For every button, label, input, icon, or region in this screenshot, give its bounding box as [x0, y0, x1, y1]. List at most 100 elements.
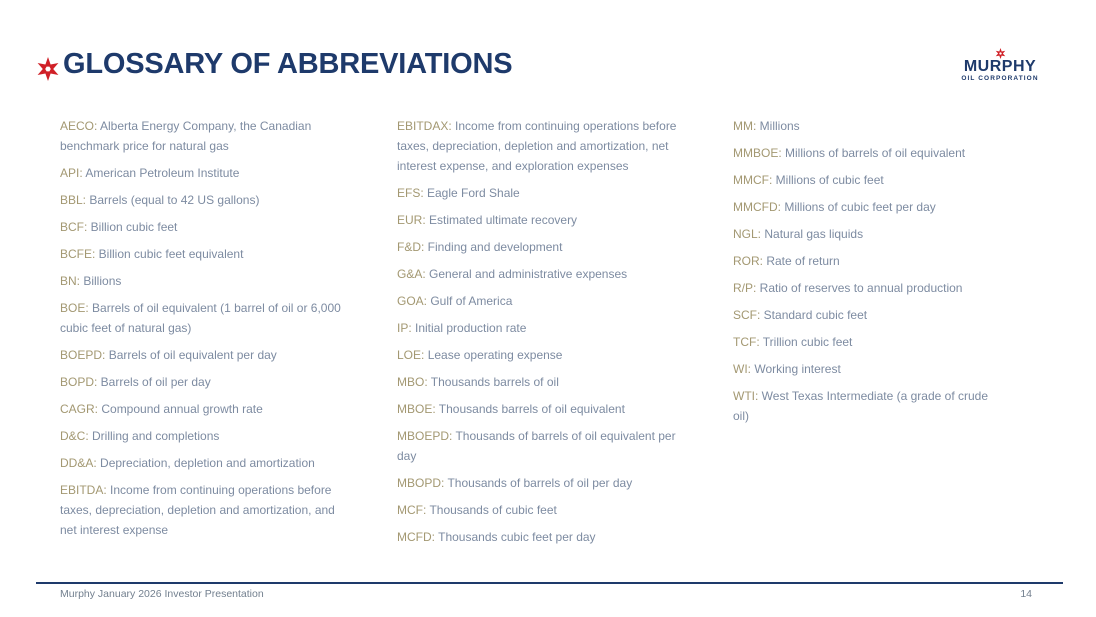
- glossary-definition: Barrels of oil per day: [97, 375, 211, 389]
- glossary-entry: ROR: Rate of return: [733, 251, 1005, 271]
- glossary-definition: Thousands of cubic feet: [426, 503, 557, 517]
- glossary-entry: EBITDAX: Income from continuing operatio…: [397, 116, 692, 176]
- glossary-column-1: AECO: Alberta Energy Company, the Canadi…: [60, 116, 350, 547]
- glossary-term: MBOEPD:: [397, 429, 453, 443]
- glossary-term: G&A:: [397, 267, 426, 281]
- glossary-definition: Millions: [756, 119, 800, 133]
- glossary-entry: D&C: Drilling and completions: [60, 426, 350, 446]
- glossary-definition: Billion cubic feet equivalent: [95, 247, 244, 261]
- glossary-term: WI:: [733, 362, 751, 376]
- glossary-term: EBITDA:: [60, 483, 107, 497]
- glossary-definition: Thousands barrels of oil: [427, 375, 559, 389]
- glossary-definition: Compound annual growth rate: [98, 402, 263, 416]
- glossary-entry: WI: Working interest: [733, 359, 1005, 379]
- glossary-term: DD&A:: [60, 456, 97, 470]
- glossary-term: NGL:: [733, 227, 762, 241]
- glossary-definition: Thousands of barrels of oil per day: [444, 476, 633, 490]
- page-title: GLOSSARY OF ABBREVIATIONS: [63, 48, 513, 80]
- glossary-definition: Lease operating expense: [424, 348, 563, 362]
- glossary-definition: Depreciation, depletion and amortization: [96, 456, 315, 470]
- glossary-entry: BN: Billions: [60, 271, 350, 291]
- logo-wordmark: MURPHY: [963, 58, 1037, 75]
- glossary-entry: BOEPD: Barrels of oil equivalent per day: [60, 345, 350, 365]
- glossary-entry: WTI: West Texas Intermediate (a grade of…: [733, 386, 1005, 426]
- murphy-logo: MURPHY OIL CORPORATION: [956, 46, 1044, 83]
- glossary-definition: Drilling and completions: [88, 429, 220, 443]
- glossary-term: AECO:: [60, 119, 98, 133]
- glossary-definition: Thousands of barrels of oil equivalent p…: [397, 429, 676, 463]
- glossary-definition: Millions of barrels of oil equivalent: [781, 146, 966, 160]
- glossary-entry: API: American Petroleum Institute: [60, 163, 350, 183]
- glossary-term: IP:: [397, 321, 412, 335]
- glossary-definition: Barrels (equal to 42 US gallons): [86, 193, 260, 207]
- glossary-term: MCF:: [397, 503, 427, 517]
- glossary-entry: BOPD: Barrels of oil per day: [60, 372, 350, 392]
- glossary-term: EFS:: [397, 186, 424, 200]
- glossary-definition: American Petroleum Institute: [82, 166, 240, 180]
- glossary-definition: Rate of return: [763, 254, 840, 268]
- glossary-term: BCF:: [60, 220, 88, 234]
- glossary-entry: IP: Initial production rate: [397, 318, 692, 338]
- glossary-term: MCFD:: [397, 530, 435, 544]
- glossary-entry: EFS: Eagle Ford Shale: [397, 183, 692, 203]
- glossary-term: MBO:: [397, 375, 428, 389]
- glossary-term: BOEPD:: [60, 348, 106, 362]
- glossary-definition: Working interest: [751, 362, 841, 376]
- glossary-term: BN:: [60, 274, 81, 288]
- glossary-definition: Finding and development: [424, 240, 563, 254]
- glossary-definition: Millions of cubic feet per day: [781, 200, 936, 214]
- glossary-term: BOPD:: [60, 375, 98, 389]
- glossary-term: CAGR:: [60, 402, 99, 416]
- glossary-term: API:: [60, 166, 83, 180]
- glossary-entry: DD&A: Depreciation, depletion and amorti…: [60, 453, 350, 473]
- glossary-entry: CAGR: Compound annual growth rate: [60, 399, 350, 419]
- glossary-entry: AECO: Alberta Energy Company, the Canadi…: [60, 116, 350, 156]
- glossary-definition: Trillion cubic feet: [759, 335, 853, 349]
- glossary-term: D&C:: [60, 429, 89, 443]
- glossary-definition: Initial production rate: [411, 321, 527, 335]
- glossary-definition: Income from continuing operations before…: [60, 483, 335, 537]
- glossary-entry: NGL: Natural gas liquids: [733, 224, 1005, 244]
- logo-subtitle: OIL CORPORATION: [961, 75, 1039, 82]
- page-number: 14: [1020, 588, 1032, 600]
- glossary-term: EBITDAX:: [397, 119, 452, 133]
- glossary-definition: Eagle Ford Shale: [423, 186, 520, 200]
- footer-text: Murphy January 2026 Investor Presentatio…: [60, 588, 264, 600]
- glossary-entry: GOA: Gulf of America: [397, 291, 692, 311]
- glossary-entry: BBL: Barrels (equal to 42 US gallons): [60, 190, 350, 210]
- glossary-entry: MCFD: Thousands cubic feet per day: [397, 527, 692, 547]
- glossary-term: LOE:: [397, 348, 425, 362]
- glossary-entry: EBITDA: Income from continuing operation…: [60, 480, 350, 540]
- glossary-term: TCF:: [733, 335, 760, 349]
- glossary-definition: Ratio of reserves to annual production: [756, 281, 963, 295]
- glossary-term: SCF:: [733, 308, 761, 322]
- glossary-term: MMCF:: [733, 173, 773, 187]
- glossary-entry: MM: Millions: [733, 116, 1005, 136]
- glossary-entry: MBOE: Thousands barrels of oil equivalen…: [397, 399, 692, 419]
- glossary-definition: Billion cubic feet: [87, 220, 178, 234]
- glossary-entry: BOE: Barrels of oil equivalent (1 barrel…: [60, 298, 350, 338]
- glossary-term: MM:: [733, 119, 757, 133]
- glossary-entry: MBO: Thousands barrels of oil: [397, 372, 692, 392]
- glossary-definition: Barrels of oil equivalent per day: [105, 348, 277, 362]
- glossary-term: ROR:: [733, 254, 763, 268]
- glossary-entry: EUR: Estimated ultimate recovery: [397, 210, 692, 230]
- glossary-column-3: MM: Millions MMBOE: Millions of barrels o…: [733, 116, 1005, 433]
- glossary-entry: F&D: Finding and development: [397, 237, 692, 257]
- glossary-term: GOA:: [397, 294, 428, 308]
- glossary-term: BOE:: [60, 301, 89, 315]
- glossary-entry: R/P: Ratio of reserves to annual product…: [733, 278, 1005, 298]
- glossary-definition: Estimated ultimate recovery: [425, 213, 578, 227]
- glossary-entry: G&A: General and administrative expenses: [397, 264, 692, 284]
- glossary-definition: Alberta Energy Company, the Canadian ben…: [60, 119, 312, 153]
- glossary-term: EUR:: [397, 213, 426, 227]
- glossary-entry: MCF: Thousands of cubic feet: [397, 500, 692, 520]
- glossary-definition: General and administrative expenses: [425, 267, 628, 281]
- glossary-term: MBOE:: [397, 402, 436, 416]
- glossary-entry: LOE: Lease operating expense: [397, 345, 692, 365]
- glossary-definition: Thousands barrels of oil equivalent: [435, 402, 625, 416]
- glossary-entry: MMCFD: Millions of cubic feet per day: [733, 197, 1005, 217]
- glossary-term: BBL:: [60, 193, 87, 207]
- glossary-entry: MBOEPD: Thousands of barrels of oil equi…: [397, 426, 692, 466]
